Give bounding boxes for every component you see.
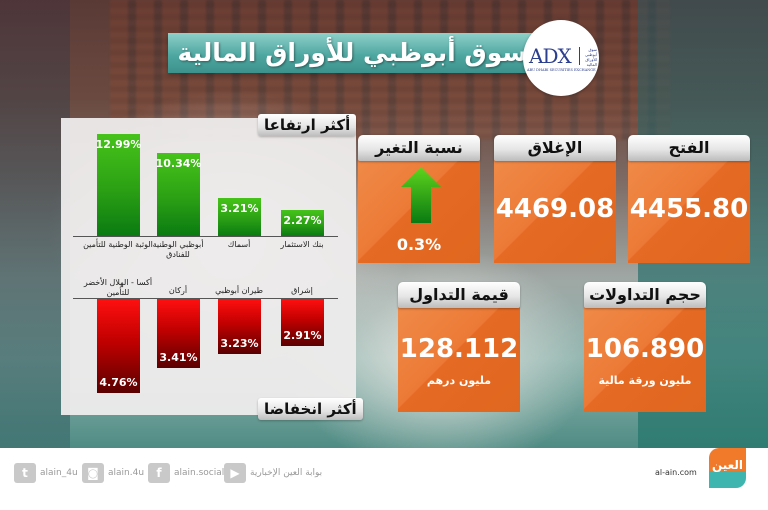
- volume-label: حجم التداولات: [584, 282, 706, 308]
- al-ain-logo: العين: [709, 448, 746, 488]
- youtube-icon: ▶: [224, 463, 246, 483]
- loser-label: أركان: [168, 286, 188, 295]
- change-label: نسبة التغير: [358, 135, 480, 161]
- turnover-card: قيمة التداول 128.112 مليون درهم: [398, 282, 520, 412]
- volume-unit: مليون ورقة مالية: [598, 374, 692, 387]
- gainer-label: أبوظبي الوطنية للفنادق: [152, 240, 204, 259]
- close-value: 4469.08: [495, 194, 615, 224]
- volume-value: 106.890: [585, 334, 705, 364]
- movers-panel: 12.99% الوثبة الوطنية للتأمين 10.34% أبو…: [61, 118, 356, 415]
- loser-value: 2.91%: [283, 329, 322, 342]
- social-facebook[interactable]: f alain.social: [148, 462, 224, 484]
- youtube-handle: بوابة العين الإخبارية: [250, 468, 323, 478]
- instagram-icon: ◙: [82, 463, 104, 483]
- gainer-label: بنك الاستثمار: [280, 240, 324, 249]
- volume-card-body: 106.890 مليون ورقة مالية: [584, 304, 706, 412]
- social-instagram[interactable]: ◙ alain.4u: [82, 462, 144, 484]
- twitter-icon: t: [14, 463, 36, 483]
- gainer-bar-2: 10.34%: [156, 153, 201, 236]
- open-card: الفتح 4455.80: [628, 135, 750, 263]
- adx-logo: ADX سوق أبوظبي للأوراق المالية ABU DHABI…: [523, 20, 599, 96]
- facebook-icon: f: [148, 463, 170, 483]
- open-label: الفتح: [628, 135, 750, 161]
- instagram-handle: alain.4u: [108, 468, 145, 478]
- gainer-value: 10.34%: [155, 157, 202, 170]
- change-value: 0.3%: [396, 235, 442, 254]
- loser-label: أكسا - الهلال الأخضر للتأمين: [83, 278, 153, 297]
- turnover-label: قيمة التداول: [398, 282, 520, 308]
- footer: t alain_4u ◙ alain.4u f alain.social ▶ ب…: [0, 448, 768, 510]
- title-banner: [168, 33, 548, 73]
- loser-bar-2: 3.41%: [157, 299, 200, 368]
- gainer-value: 3.21%: [220, 202, 259, 215]
- social-twitter[interactable]: t alain_4u: [14, 462, 78, 484]
- page-title: سوق أبوظبي للأوراق المالية: [177, 38, 527, 67]
- loser-bar-1: 4.76%: [97, 299, 140, 393]
- close-label: الإغلاق: [494, 135, 616, 161]
- open-card-body: 4455.80: [628, 157, 750, 263]
- adx-logo-english: ABU DHABI SECURITIES EXCHANGE: [527, 68, 596, 72]
- loser-value: 3.41%: [159, 351, 198, 364]
- change-card-body: 0.3%: [358, 157, 480, 263]
- turnover-card-body: 128.112 مليون درهم: [398, 304, 520, 412]
- turnover-value: 128.112: [399, 334, 519, 364]
- loser-label: طيران أبوظبي: [215, 286, 263, 295]
- losers-heading: أكثر انخفاضا: [258, 398, 363, 420]
- gainer-bar-1: 12.99%: [96, 134, 141, 236]
- change-card: نسبة التغير 0.3%: [358, 135, 480, 263]
- losers-axis: [73, 298, 338, 299]
- al-ain-logo-text: العين: [711, 458, 744, 472]
- site-url[interactable]: al-ain.com: [655, 468, 697, 477]
- gainer-value: 2.27%: [283, 214, 322, 227]
- gainers-heading: أكثر ارتفاعا: [258, 114, 357, 136]
- open-value: 4455.80: [629, 194, 749, 224]
- gainer-bar-3: 3.21%: [218, 198, 261, 236]
- gainer-value: 12.99%: [95, 138, 142, 151]
- backdrop-left: [0, 0, 70, 448]
- adx-logo-arabic: سوق أبوظبي للأوراق المالية: [584, 47, 597, 67]
- turnover-unit: مليون درهم: [426, 374, 492, 387]
- logo-divider: [579, 47, 580, 65]
- close-card-body: 4469.08: [494, 157, 616, 263]
- gainers-axis: [73, 236, 338, 237]
- volume-card: حجم التداولات 106.890 مليون ورقة مالية: [584, 282, 706, 412]
- gainer-bar-4: 2.27%: [281, 210, 324, 236]
- loser-bar-4: 2.91%: [281, 299, 324, 346]
- gainer-label: أسماك: [227, 240, 251, 249]
- loser-value: 3.23%: [220, 337, 259, 350]
- loser-bar-3: 3.23%: [218, 299, 261, 354]
- close-card: الإغلاق 4469.08: [494, 135, 616, 263]
- loser-label: إشراق: [291, 286, 313, 295]
- twitter-handle: alain_4u: [40, 468, 78, 478]
- adx-logo-mark: ADX: [529, 44, 572, 68]
- facebook-handle: alain.social: [174, 468, 225, 478]
- social-youtube[interactable]: ▶ بوابة العين الإخبارية: [224, 462, 322, 484]
- up-arrow-icon: [401, 167, 441, 223]
- loser-value: 4.76%: [99, 376, 138, 389]
- gainer-label: الوثبة الوطنية للتأمين: [83, 240, 153, 249]
